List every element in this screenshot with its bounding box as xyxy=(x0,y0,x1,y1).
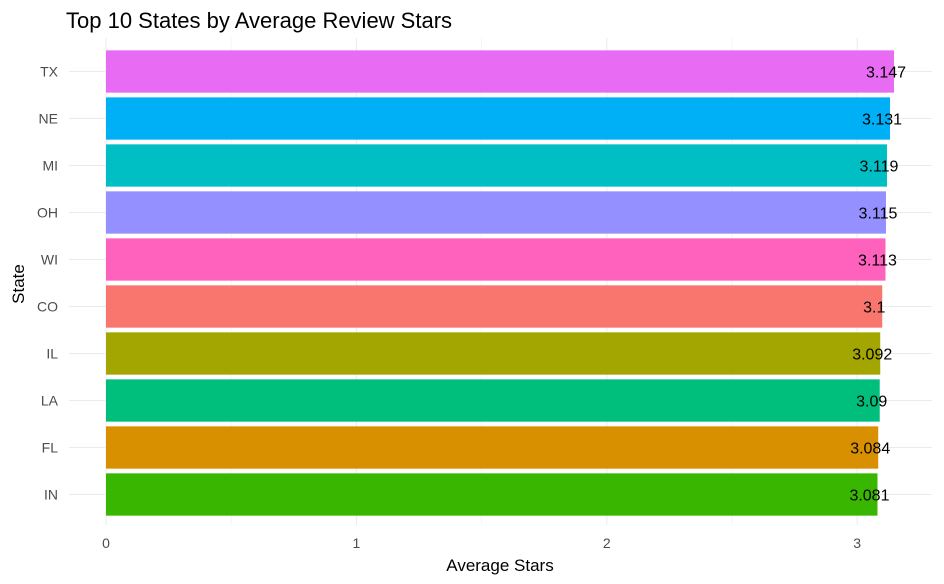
bar-in xyxy=(106,473,878,516)
y-tick-label-co: CO xyxy=(37,299,58,315)
data-label-il: 3.092 xyxy=(852,347,892,364)
data-label-wi: 3.113 xyxy=(858,253,897,270)
data-label-in: 3.081 xyxy=(849,488,889,505)
bar-wi xyxy=(106,238,886,281)
x-tick-label-1: 1 xyxy=(352,535,360,551)
y-tick-label-tx: TX xyxy=(40,64,59,80)
data-labels: 3.147 3.131 3.119 3.115 3.113 3.1 3.092 3.09 3.0… xyxy=(849,65,906,505)
x-tick-label-2: 2 xyxy=(603,535,611,551)
x-tick-label-0: 0 xyxy=(102,535,110,551)
data-label-co: 3.1 xyxy=(863,300,885,317)
bar-co xyxy=(106,285,883,328)
y-tick-label-mi: MI xyxy=(42,158,58,174)
y-tick-label-wi: WI xyxy=(41,252,58,268)
x-axis-ticks: 0 1 2 3 xyxy=(102,535,861,551)
y-axis-ticks: TX NE MI OH WI CO IL LA FL IN xyxy=(37,64,59,503)
data-label-oh: 3.115 xyxy=(859,206,898,223)
x-axis-title: Average Stars xyxy=(446,556,553,575)
y-tick-label-fl: FL xyxy=(42,440,59,456)
bar-fl xyxy=(106,426,879,469)
y-tick-label-la: LA xyxy=(41,393,59,409)
bar-la xyxy=(106,379,880,422)
bar-il xyxy=(106,332,881,375)
bar-ne xyxy=(106,97,890,140)
data-label-ne: 3.131 xyxy=(862,112,902,129)
x-tick-label-3: 3 xyxy=(853,535,861,551)
y-axis-title: State xyxy=(9,264,28,304)
data-label-fl: 3.084 xyxy=(850,441,890,458)
bars xyxy=(106,50,894,516)
chart-title: Top 10 States by Average Review Stars xyxy=(66,8,452,33)
bar-oh xyxy=(106,191,886,234)
y-tick-label-ne: NE xyxy=(39,111,58,127)
y-tick-label-il: IL xyxy=(46,346,58,362)
data-label-tx: 3.147 xyxy=(866,65,906,82)
bar-mi xyxy=(106,144,887,187)
y-tick-label-oh: OH xyxy=(37,205,58,221)
data-label-la: 3.09 xyxy=(856,394,887,411)
data-label-mi: 3.119 xyxy=(860,159,899,176)
bar-tx xyxy=(106,50,894,93)
y-tick-label-in: IN xyxy=(44,487,58,503)
